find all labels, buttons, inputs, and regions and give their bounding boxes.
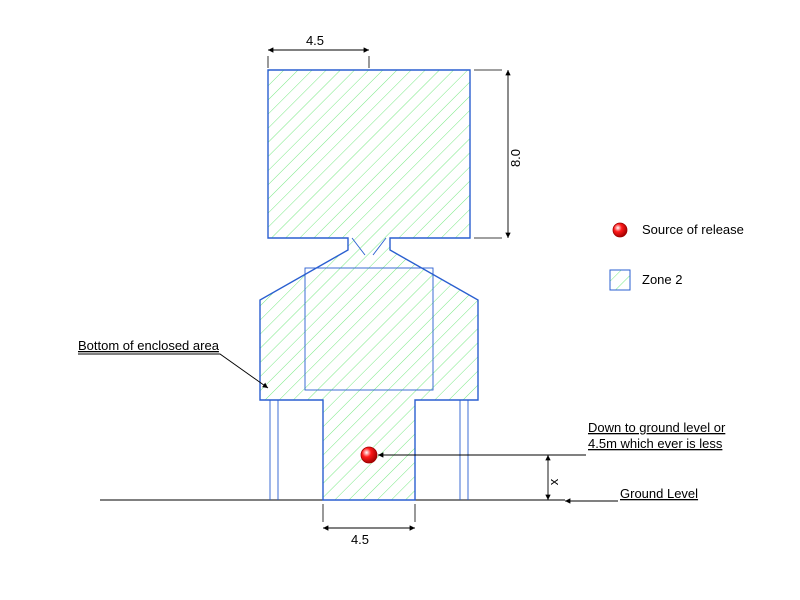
diagram-canvas: 4.5 8.0 4.5 x Bottom of enclosed area Ground … [0, 0, 800, 600]
svg-text:4.5: 4.5 [306, 33, 324, 48]
leader-text: Down to ground level or [588, 420, 726, 435]
zone2-region [260, 70, 478, 500]
leader-text: Bottom of enclosed area [78, 338, 220, 353]
legend-zone2-icon [610, 270, 630, 290]
leader [78, 354, 268, 388]
legend-zone2-label: Zone 2 [642, 272, 682, 287]
legend-source-icon [613, 223, 627, 237]
leader-text: 4.5m which ever is less [588, 436, 723, 451]
leader-text: Ground Level [620, 486, 698, 501]
source-of-release [361, 447, 377, 463]
svg-text:4.5: 4.5 [351, 532, 369, 547]
legend-source-label: Source of release [642, 222, 744, 237]
svg-text:8.0: 8.0 [508, 149, 523, 167]
svg-text:x: x [546, 478, 561, 485]
